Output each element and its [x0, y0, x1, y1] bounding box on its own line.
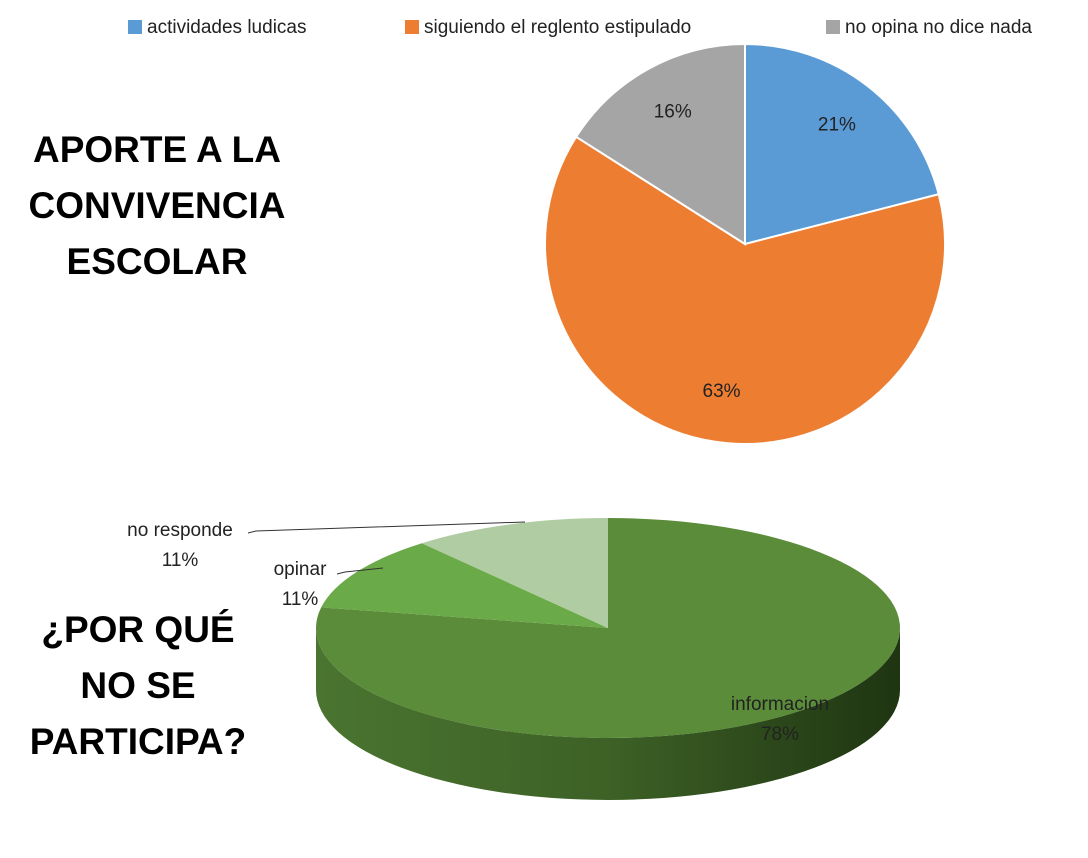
data-label: 63%: [703, 381, 741, 402]
pie-slice: [321, 543, 608, 628]
chart-title: APORTE A LA CONVIVENCIA ESCOLAR: [28, 129, 286, 282]
data-label-name: no responde: [127, 520, 233, 541]
legend-swatch: [826, 20, 840, 34]
data-label: 16%: [654, 102, 692, 123]
pie-slice: [421, 518, 608, 628]
legend-swatch: [405, 20, 419, 34]
leader-line: [247, 521, 526, 534]
pie-slice: [574, 42, 746, 246]
data-label-value: 78%: [761, 724, 799, 745]
legend-swatch: [128, 20, 142, 34]
pie-side: [316, 628, 900, 800]
legend-label: actividades ludicas: [147, 17, 306, 38]
chart-title: ¿POR QUÉ NO SE PARTICIPA?: [29, 609, 247, 762]
pie-slice: [744, 42, 940, 246]
legend-label: no opina no dice nada: [845, 17, 1032, 38]
data-label-name: informacion: [731, 694, 829, 715]
data-label-name: opinar: [274, 559, 327, 580]
legend-label: siguiendo el reglento estipulado: [424, 17, 691, 38]
leader-line: [336, 567, 384, 575]
data-label: 21%: [818, 114, 856, 135]
data-label-value: 11%: [162, 550, 199, 571]
pie-slice: [544, 135, 946, 445]
data-label-value: 11%: [282, 589, 319, 610]
